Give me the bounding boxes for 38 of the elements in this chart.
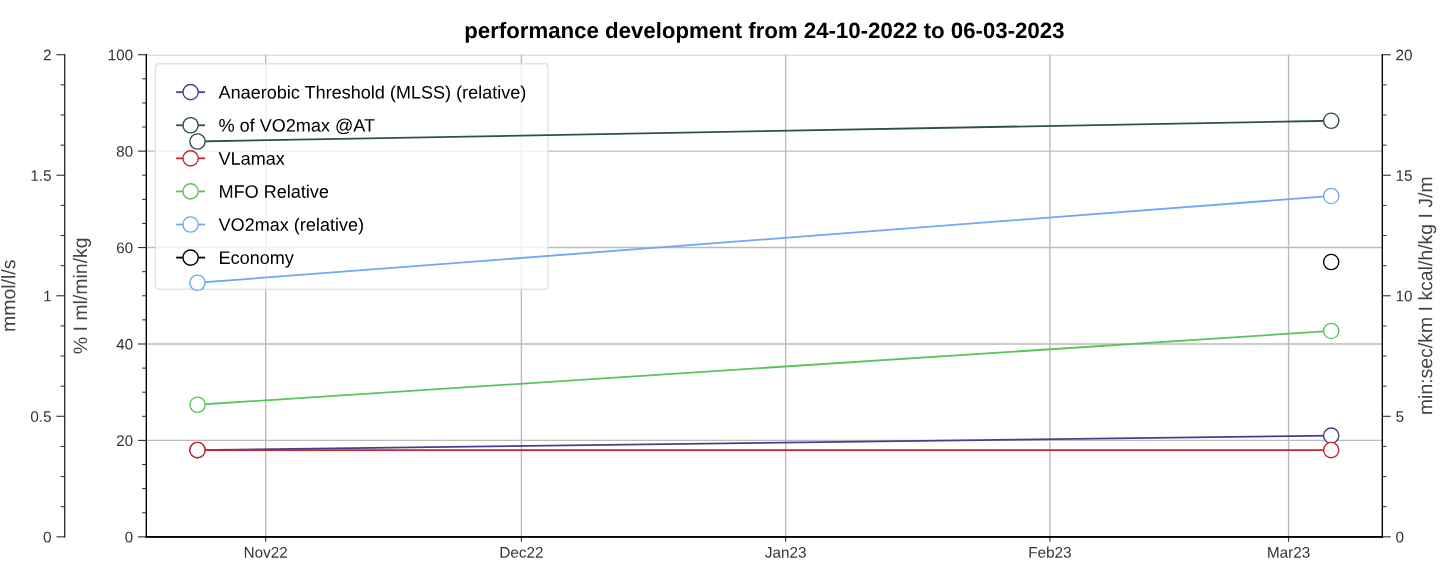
y3-tick-label: 0: [43, 531, 51, 543]
y3-tick-label: 1: [44, 290, 51, 302]
y3-tick-label: 0.5: [30, 411, 51, 422]
legend-label: MFO Relative: [220, 184, 329, 198]
x-tick-label: Dec22: [500, 546, 543, 558]
y-tick-label: 100: [108, 49, 133, 61]
x-tick-label: Jan23: [765, 546, 806, 558]
y-tick-label: 80: [116, 146, 133, 157]
point: [1322, 187, 1340, 205]
y2-tick-label: 15: [1396, 170, 1412, 181]
point: [189, 396, 206, 414]
y-axis-title: % I ml/min/kg: [72, 238, 91, 354]
y2-tick-label: 5: [1396, 411, 1404, 422]
point: [1322, 427, 1340, 444]
point: [1322, 112, 1340, 130]
point: [189, 133, 206, 150]
x-tick-label: Feb23: [1029, 546, 1071, 558]
y-tick-label: 40: [116, 338, 133, 350]
y2-tick-label: 20: [1396, 49, 1412, 61]
x-tick-label: Mar23: [1268, 546, 1310, 558]
legend-label: % of VO2max @AT: [219, 118, 375, 135]
legend-label: VO2max (relative): [218, 217, 363, 235]
legend-label: VLamax: [218, 152, 285, 165]
y3-tick-label: 1.5: [31, 170, 51, 181]
y2-axis-title: min:sec/km I kcal/h/kg I J/m: [1418, 177, 1437, 414]
y-tick-label: 20: [116, 435, 133, 447]
y-tick-label: 60: [116, 242, 133, 254]
y2-tick-label: 10: [1396, 290, 1412, 302]
y2-tick-label: 0: [1396, 531, 1404, 543]
y3-axis-title: mmol/l/s: [1, 260, 16, 331]
y3-tick-label: 2: [43, 49, 51, 61]
point: [189, 274, 206, 292]
y-tick-label: 0: [125, 531, 133, 543]
x-tick-label: Nov22: [244, 546, 287, 558]
legend-label: Economy: [220, 251, 294, 268]
point: [1322, 322, 1340, 340]
chart-title: performance development from 24-10-2022 to 06-03-2023: [465, 21, 1064, 43]
legend-label: Anaerobic Threshold (MLSS) (relative): [218, 85, 526, 103]
